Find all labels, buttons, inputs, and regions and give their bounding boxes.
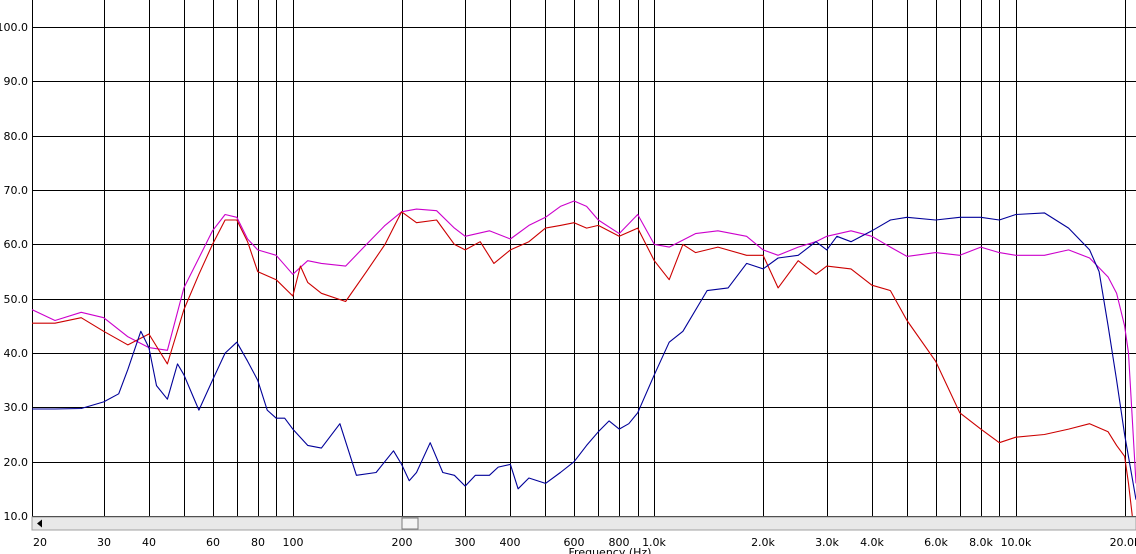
x-tick-label: 4.0k — [860, 536, 884, 549]
y-tick-label: 40.0 — [4, 347, 29, 360]
y-tick-label: 90.0 — [4, 75, 29, 88]
grid — [32, 0, 1136, 517]
x-tick-label: 600 — [564, 536, 585, 549]
x-tick-label: 40 — [142, 536, 156, 549]
x-axis-label: Frequency (Hz) — [569, 546, 652, 554]
x-tick-label: 800 — [609, 536, 630, 549]
x-tick-label: 300 — [455, 536, 476, 549]
x-axis-ticks: 20 30 40 60 80 100 200 300 400 600 800 1.0k 2.0k 3.0k… — [33, 536, 1136, 549]
series-line-1 — [31, 200, 1136, 484]
scrollbar-thumb[interactable] — [401, 517, 419, 530]
y-tick-label: 80.0 — [4, 130, 29, 143]
series-line-2 — [32, 211, 1133, 517]
y-tick-label: 30.0 — [4, 401, 29, 414]
series-layer — [31, 200, 1136, 517]
x-tick-label: 20.0k — [1110, 536, 1136, 549]
y-tick-label: 60.0 — [4, 238, 29, 251]
y-tick-label: 10.0 — [4, 510, 29, 523]
x-tick-label: 3.0k — [815, 536, 839, 549]
x-tick-label: 6.0k — [924, 536, 948, 549]
x-tick-label: 400 — [500, 536, 521, 549]
x-tick-label: 10.0k — [1001, 536, 1032, 549]
y-tick-label: 70.0 — [4, 184, 29, 197]
scrollbar-track[interactable] — [31, 516, 1136, 531]
scroll-left-arrow-icon[interactable] — [37, 519, 42, 528]
x-tick-label: 2.0k — [751, 536, 775, 549]
x-tick-label: 200 — [392, 536, 413, 549]
x-tick-label: 1.0k — [642, 536, 666, 549]
horizontal-scrollbar[interactable] — [31, 516, 1136, 531]
y-tick-label: 50.0 — [4, 293, 29, 306]
x-tick-label: 8.0k — [969, 536, 993, 549]
x-tick-label: 100 — [283, 536, 304, 549]
x-tick-label: 20 — [33, 536, 47, 549]
x-tick-label: 30 — [97, 536, 111, 549]
series-line-3 — [32, 212, 1136, 500]
x-tick-label: 80 — [251, 536, 265, 549]
y-axis-ticks: 10.0 20.0 30.0 40.0 50.0 60.0 70.0 80.0 90.0 100.… — [0, 21, 28, 523]
y-tick-label: 20.0 — [4, 456, 29, 469]
y-tick-label: 100.0 — [0, 21, 28, 34]
x-tick-label: 60 — [206, 536, 220, 549]
